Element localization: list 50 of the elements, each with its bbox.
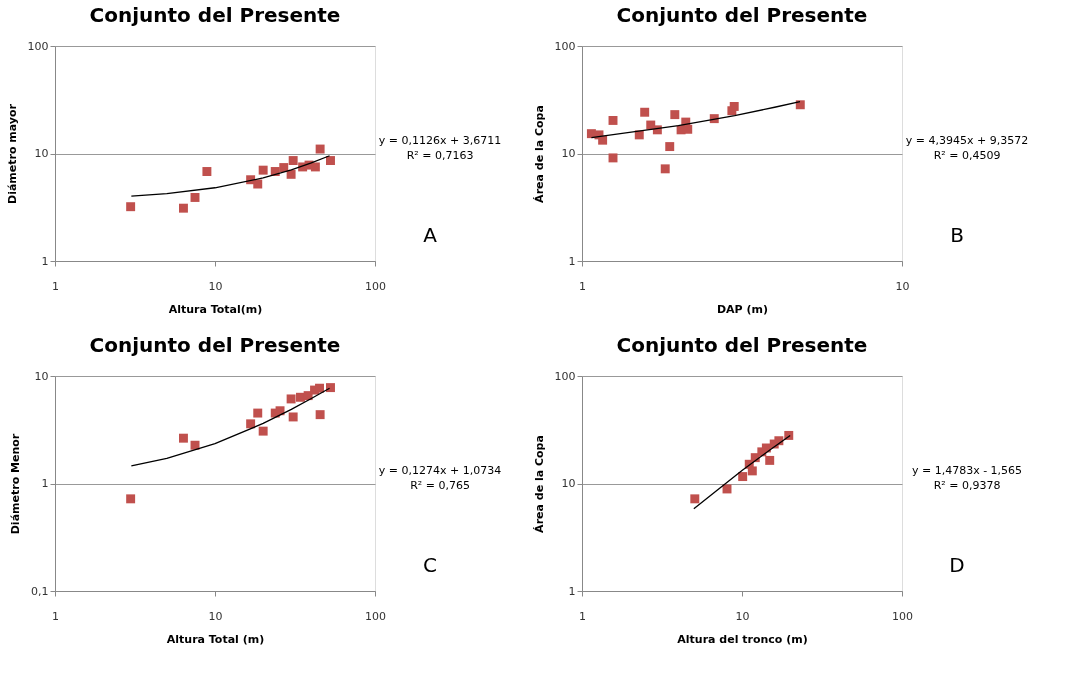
text: B [950,223,964,247]
x-tick-label: 10 [895,279,910,293]
y-tick-label: 0,1 [31,584,49,598]
x-tick-label: 1 [579,609,586,623]
text: R² = 0,7163 [406,149,474,162]
y-tick-label: 10 [34,369,49,383]
x-axis-title: Altura Total(m) [168,302,263,316]
text: y = 1,4783x - 1,565 [911,464,1023,477]
y-tick-label: 1 [41,477,49,490]
x-tick-label: 10 [735,609,750,623]
point [738,472,748,482]
text: C [423,553,437,577]
x-tick-label: 100 [365,279,386,293]
point [765,455,775,465]
text: A [423,223,438,247]
y-axis-title: Diámetro Menor [9,433,23,535]
text: R² = 0,9378 [933,479,1001,492]
x-axis-title: Altura del tronco (m) [677,632,808,646]
x-tick-label: 100 [892,609,913,623]
y-axis-title: Área de la Copa [532,105,546,203]
text: R² = 0,4509 [933,149,1001,162]
x-axis-title: DAP (m) [716,302,769,316]
x-tick-label: 1 [579,279,586,293]
text: y = 4,3945x + 9,3572 [905,134,1029,147]
text: y = 0,1126x + 3,6711 [378,134,502,147]
text: D [949,553,965,577]
chart-title: Conjunto del Presente [616,333,868,357]
chart-title: Conjunto del Presente [89,3,341,27]
y-tick-label: 100 [554,39,576,53]
y-tick-label: 100 [554,369,576,383]
y-tick-label: 10 [34,147,49,160]
y-tick-label: 1 [568,584,576,598]
x-tick-label: 10 [208,609,223,623]
chart-title: Conjunto del Presente [616,3,868,27]
text: y = 0,1274x + 1,0734 [378,464,502,477]
x-tick-label: 100 [365,609,386,623]
chart-title: Conjunto del Presente [89,333,341,357]
x-tick-label: 10 [208,279,223,293]
y-tick-label: 10 [561,147,576,160]
x-axis-title: Altura Total (m) [166,632,265,646]
y-tick-label: 100 [27,39,49,53]
y-tick-label: 1 [568,254,576,268]
y-tick-label: 10 [561,477,576,490]
x-tick-label: 1 [52,279,59,293]
y-axis-title: Diámetro mayor [5,103,19,205]
y-axis-title: Área de la Copa [532,435,546,533]
point [747,466,757,476]
x-tick-label: 1 [52,609,59,623]
text: R² = 0,765 [410,479,470,492]
y-tick-label: 1 [41,254,49,268]
